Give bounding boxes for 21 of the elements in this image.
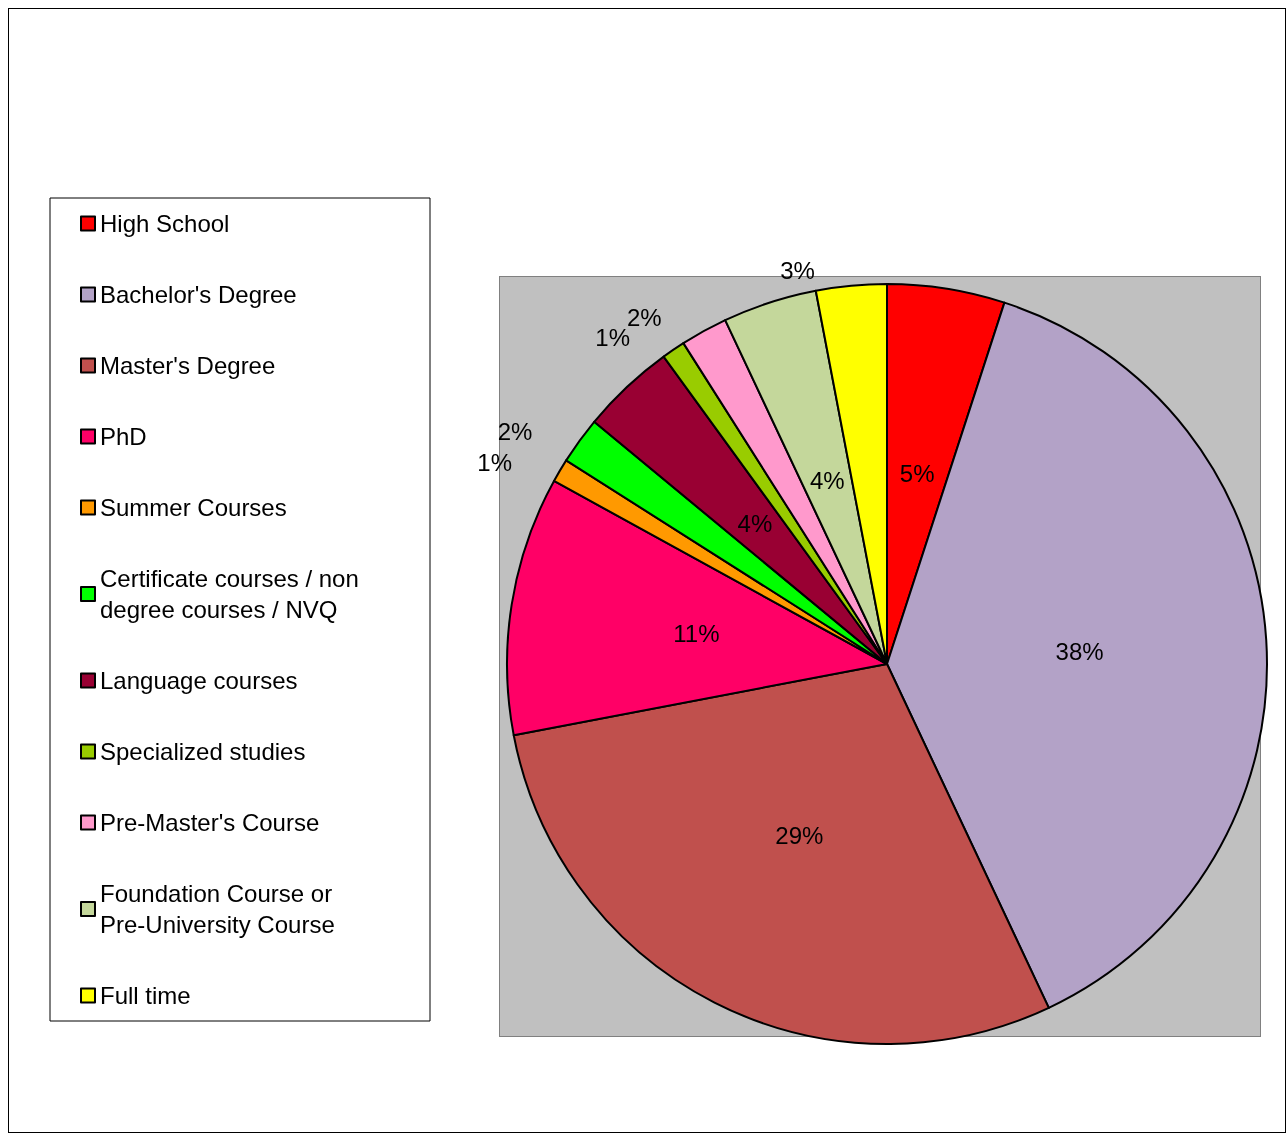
- data-label: 29%: [775, 822, 824, 850]
- legend-label: Summer Courses: [100, 494, 287, 521]
- data-label: 11%: [673, 620, 720, 648]
- legend-label: Pre-Master's Course: [100, 809, 320, 836]
- data-label: 1%: [477, 449, 513, 477]
- data-label: 2%: [627, 304, 662, 332]
- data-label: 2%: [497, 418, 533, 446]
- legend-label: Foundation Course or Pre-University Course: [100, 880, 339, 938]
- data-label: 4%: [810, 466, 845, 494]
- data-label: 38%: [1055, 638, 1104, 666]
- legend-label: Specialized studies: [100, 738, 306, 765]
- legend-label: Master's Degree: [100, 352, 276, 379]
- legend-label: PhD: [100, 423, 147, 450]
- data-label: 4%: [737, 509, 773, 537]
- legend-label: Bachelor's Degree: [100, 281, 297, 308]
- data-label: 5%: [899, 459, 935, 487]
- legend-label: Full time: [100, 982, 191, 1009]
- legend-label: Language courses: [100, 667, 298, 694]
- data-label: 3%: [780, 257, 815, 285]
- legend-label: High School: [100, 210, 230, 237]
- legend-label: Certificate courses / non degree courses / NVQ: [100, 565, 366, 623]
